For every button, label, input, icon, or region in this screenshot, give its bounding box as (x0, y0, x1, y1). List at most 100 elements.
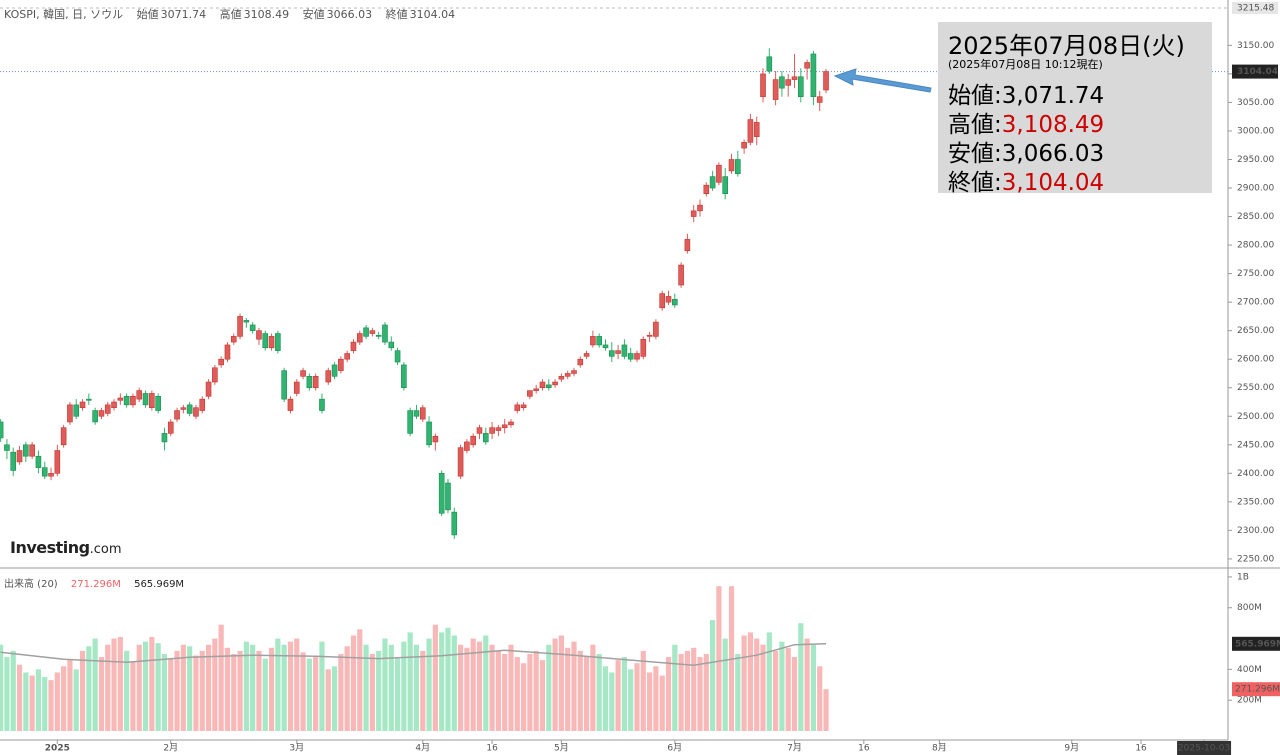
volume-bar (722, 638, 728, 731)
candle-body (495, 427, 502, 431)
x-tick-label: 8月 (932, 743, 947, 754)
volume-bar (111, 638, 117, 731)
volume-bar (773, 650, 779, 731)
candle-body (785, 79, 792, 86)
volume-bar (420, 650, 426, 731)
candle-body (230, 336, 237, 343)
volume-y-tick-label: 400M (1237, 665, 1262, 675)
y-tick-label: 2450.00 (1237, 440, 1274, 450)
info-row: 安値:3,066.03 (948, 134, 1104, 168)
candle-body (810, 53, 817, 98)
candle-body (779, 76, 785, 89)
info-asof: (2025年07月08日 10:12現在) (948, 58, 1103, 71)
volume-bar (539, 660, 546, 731)
candle-body (287, 398, 294, 411)
volume-bar (527, 653, 533, 731)
candle-body (155, 395, 161, 411)
candle-body (356, 333, 363, 343)
candle-body (0, 421, 4, 439)
ohlc-name: 高値 (219, 8, 242, 21)
candle-body (438, 473, 445, 514)
y-tick-label: 3000.00 (1237, 126, 1274, 136)
y-tick-label: 3050.00 (1237, 98, 1274, 108)
info-date: 2025年07月08日(火) (948, 32, 1185, 60)
y-tick-label: 2600.00 (1237, 355, 1274, 365)
candle-body (48, 473, 54, 477)
volume-last-box (1232, 682, 1280, 697)
ohlc-name: 始値 (136, 8, 159, 21)
volume-bar (457, 644, 464, 731)
candle-body (697, 204, 703, 212)
volume-bar (703, 653, 709, 731)
info-row-name: 始値: (948, 83, 1002, 109)
candle-body (218, 358, 224, 366)
volume-bar (35, 669, 42, 731)
y-tick-label: 2300.00 (1237, 526, 1274, 536)
candle-body (583, 353, 590, 357)
candle-body (86, 398, 92, 401)
volume-bar (710, 620, 716, 731)
logo: Investing.com (10, 538, 122, 557)
volume-bar (558, 635, 564, 731)
candle-body (375, 334, 382, 337)
candle-body (602, 344, 609, 349)
candle-body (325, 370, 332, 383)
volume-bar (16, 664, 23, 731)
volume-bar (470, 638, 476, 731)
candle-body (653, 321, 659, 337)
volume-bar (785, 647, 791, 731)
volume-bar (823, 689, 829, 731)
volume-bar (426, 638, 432, 731)
candle-body (117, 397, 124, 401)
volume-bar (520, 663, 527, 731)
volume-bar (161, 653, 168, 731)
volume-bar (363, 644, 369, 731)
candle-body (237, 316, 243, 337)
volume-bar (432, 624, 438, 731)
candle-body (54, 450, 61, 474)
volume-bar (766, 632, 772, 731)
candle-body (338, 358, 344, 371)
y-tick-label: 2750.00 (1237, 269, 1274, 279)
y-tick-label: 2400.00 (1237, 469, 1274, 479)
logo-suffix: .com (89, 542, 122, 557)
x-tick-label: 7月 (787, 743, 802, 754)
volume-bar (514, 657, 520, 731)
volume-bar (798, 623, 804, 731)
candle-body (482, 433, 489, 443)
candle-body (634, 353, 640, 360)
volume-bar (325, 669, 331, 731)
candle-body (621, 344, 628, 357)
candle-body (640, 338, 647, 357)
candle-body (104, 404, 111, 414)
candle-body (388, 341, 395, 349)
info-row-name: 終値: (948, 170, 1002, 196)
candle-body (186, 404, 193, 414)
ohlc-name: 安値 (302, 8, 325, 21)
candle-body (564, 373, 571, 377)
volume-bar (817, 666, 823, 731)
pointer-arrow (833, 68, 932, 93)
last-price-box (1232, 64, 1278, 79)
volume-bar (42, 677, 48, 731)
volume-bar (268, 647, 275, 731)
candle-body (205, 381, 212, 397)
volume-ma-last-box (1232, 636, 1280, 651)
volume-bar (451, 635, 457, 731)
x-tick-label: 2025-10-03 (1178, 744, 1230, 754)
candle-body (149, 393, 155, 409)
price-header: KOSPI, 韓国, 日, ソウル 始値 3071.74 高値 3108.49 安値… (4, 6, 457, 22)
y-tick-label: 2950.00 (1237, 155, 1274, 165)
volume-bar (174, 650, 180, 731)
candle-body (23, 444, 29, 457)
y-tick-label: 2500.00 (1237, 412, 1274, 422)
candle-body (306, 376, 313, 389)
volume-bar (464, 647, 470, 731)
volume-y-tick-label: 200M (1237, 696, 1262, 706)
candle-body (167, 421, 174, 434)
volume-bar (10, 650, 16, 731)
volume-bar (741, 635, 747, 731)
axis-top-box (1232, 2, 1278, 14)
volume-bar (476, 641, 483, 731)
ohlc-value: 3108.49 (243, 8, 290, 21)
